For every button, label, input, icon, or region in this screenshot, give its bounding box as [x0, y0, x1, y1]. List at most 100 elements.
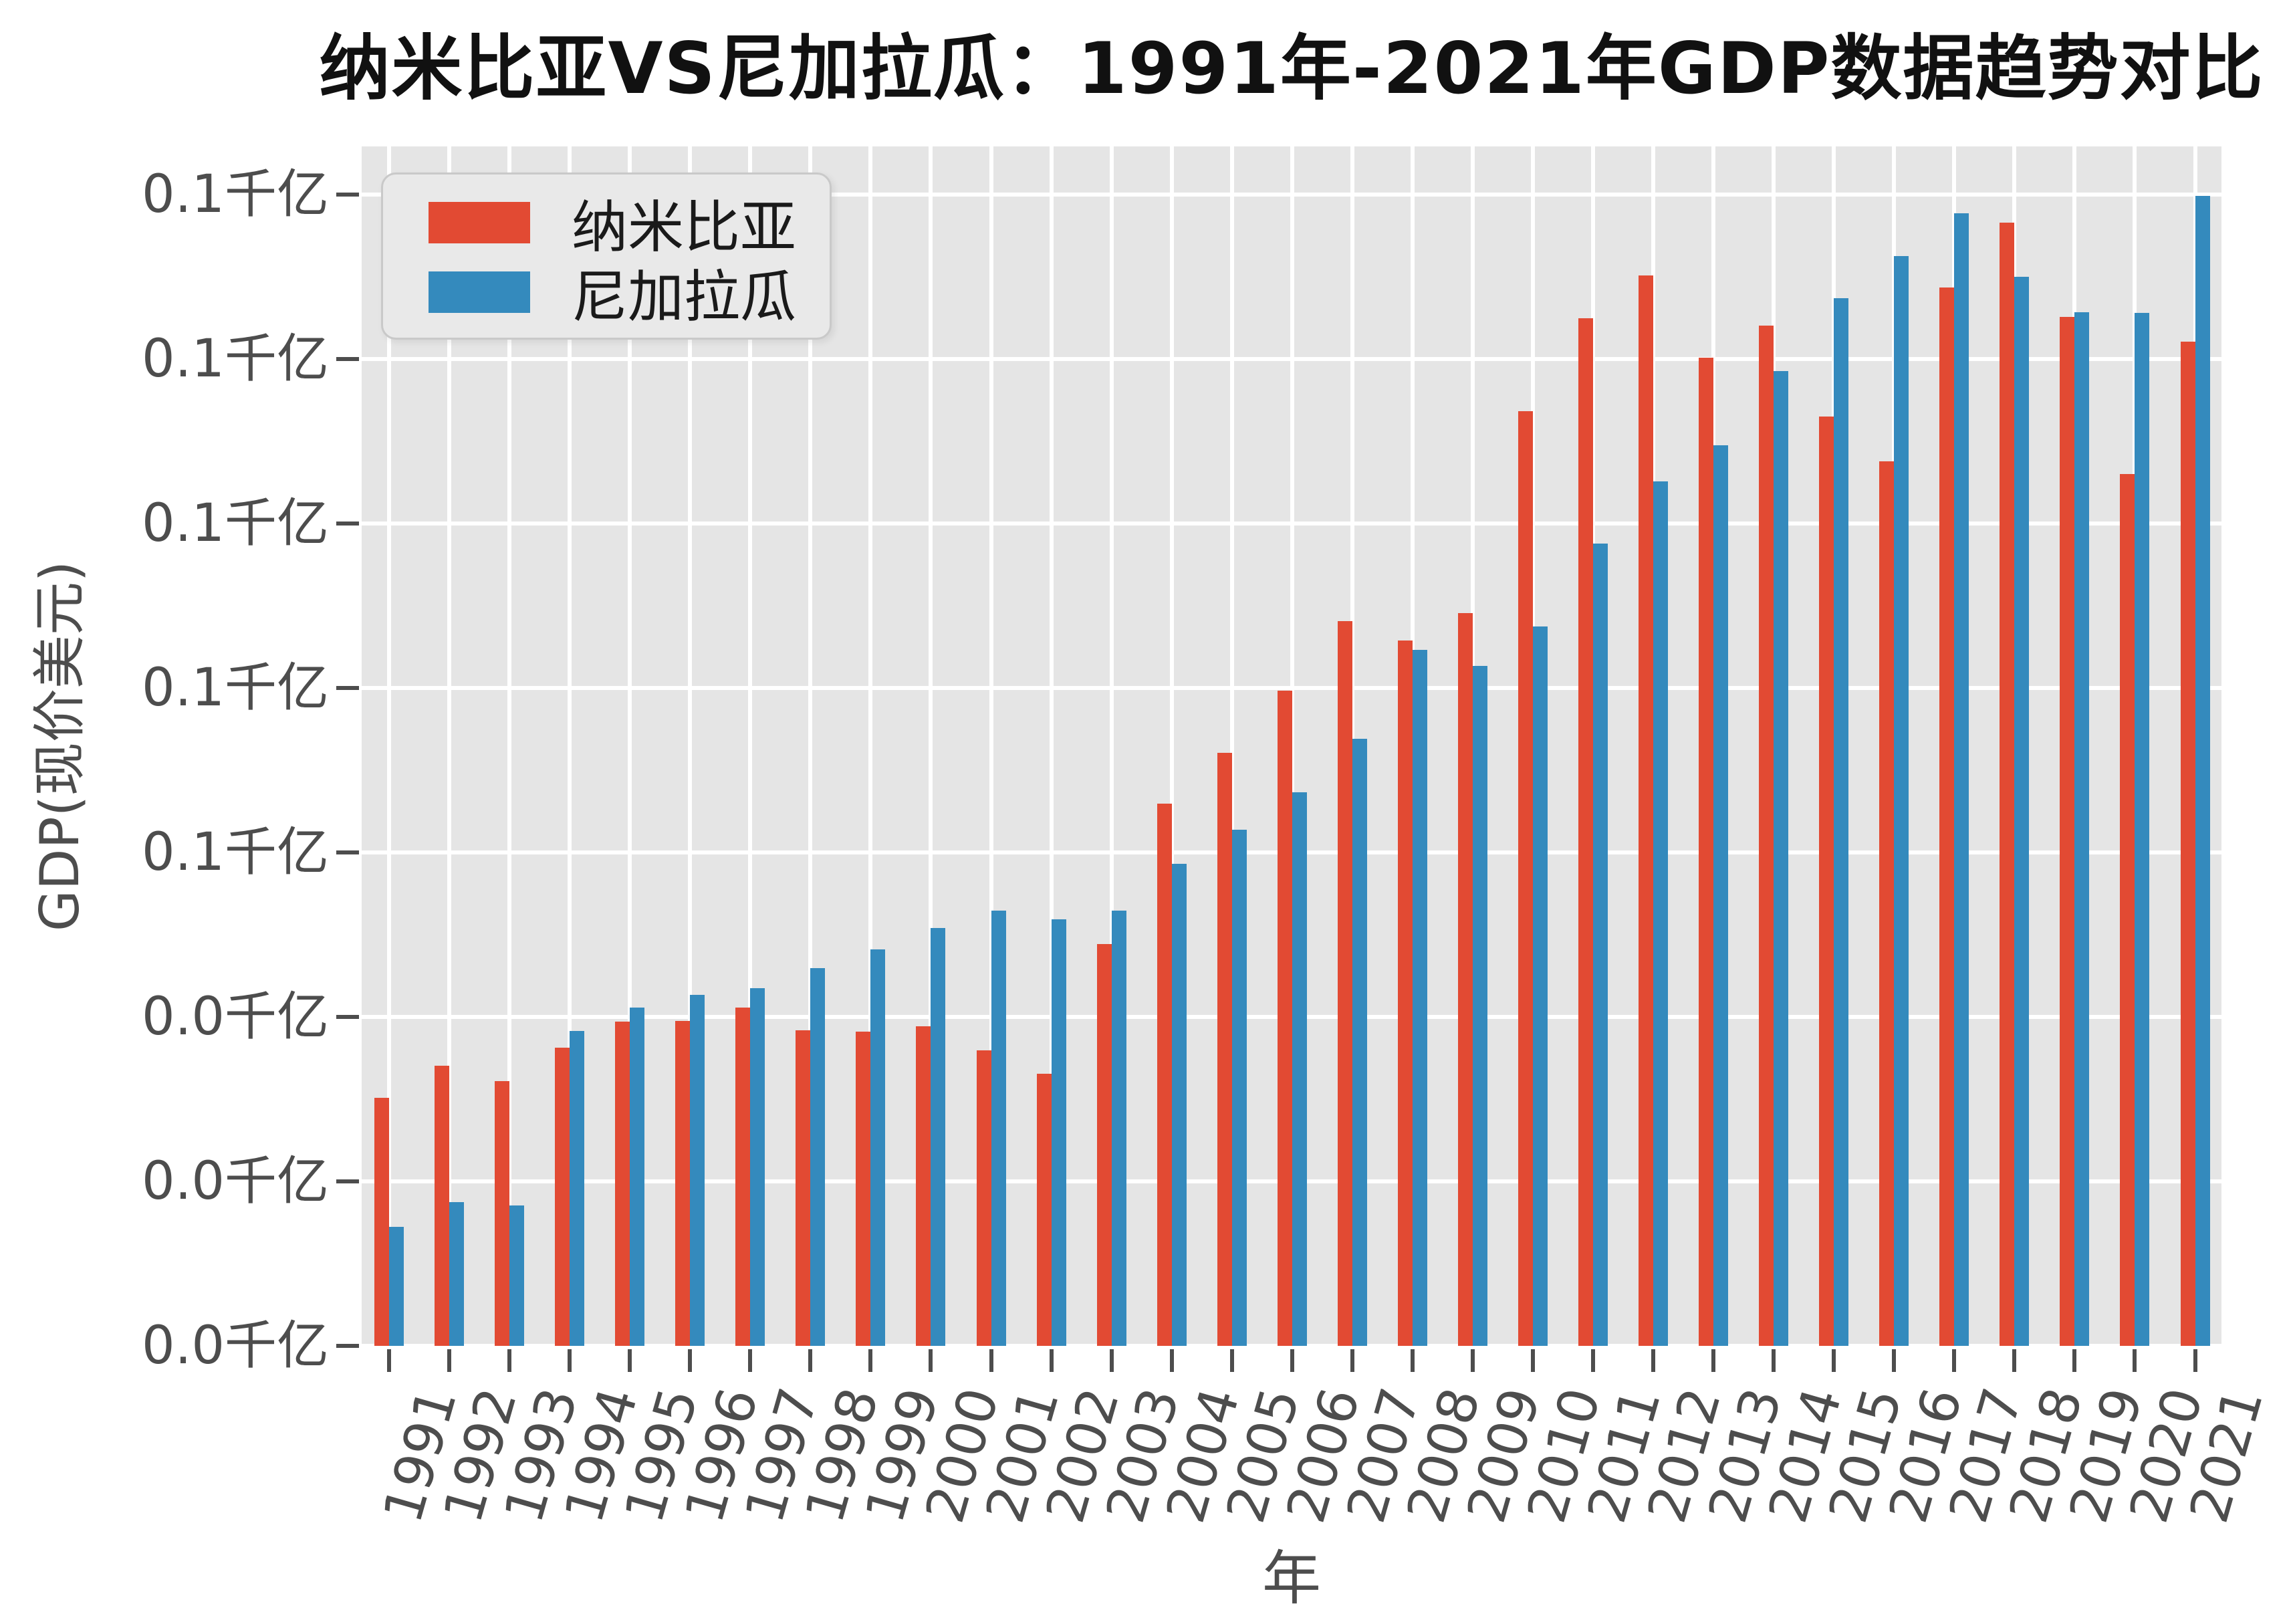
y-tick-label: 0.0千亿 — [141, 1316, 329, 1376]
x-gridline — [1169, 146, 1174, 1346]
y-tick-mark — [336, 1179, 359, 1183]
x-gridline — [688, 146, 693, 1346]
bar-namibia-2014 — [1759, 325, 1774, 1346]
bar-nicaragua-2000 — [931, 928, 946, 1346]
x-gridline — [989, 146, 993, 1346]
bar-namibia-2015 — [1819, 417, 1834, 1346]
bar-namibia-2013 — [1699, 357, 1714, 1346]
x-tick-mark — [2072, 1349, 2077, 1372]
bar-nicaragua-2016 — [1894, 256, 1909, 1346]
x-gridline — [868, 146, 873, 1346]
x-gridline — [447, 146, 452, 1346]
x-gridline — [387, 146, 391, 1346]
x-tick-mark — [1410, 1349, 1415, 1372]
x-gridline — [808, 146, 813, 1346]
bar-nicaragua-2020 — [2135, 313, 2150, 1346]
x-tick-mark — [2012, 1349, 2017, 1372]
y-tick-mark — [336, 357, 359, 361]
bar-namibia-2008 — [1397, 640, 1413, 1346]
bar-namibia-1998 — [796, 1030, 811, 1346]
bar-namibia-2012 — [1639, 275, 1654, 1346]
x-tick-mark — [2133, 1349, 2137, 1372]
bar-namibia-2006 — [1277, 690, 1292, 1346]
bar-namibia-2009 — [1457, 613, 1473, 1346]
bar-nicaragua-2005 — [1231, 829, 1247, 1346]
bar-nicaragua-2018 — [2014, 277, 2030, 1346]
bar-nicaragua-2021 — [2195, 196, 2210, 1346]
y-tick-label: 0.1千亿 — [141, 329, 329, 389]
bar-nicaragua-2013 — [1713, 445, 1729, 1346]
x-tick-mark — [989, 1349, 993, 1372]
bar-nicaragua-2019 — [2074, 312, 2090, 1346]
x-tick-mark — [1470, 1349, 1475, 1372]
x-tick-mark — [387, 1349, 391, 1372]
bar-nicaragua-2012 — [1653, 481, 1669, 1346]
x-tick-label: 2021 — [1961, 1381, 2275, 1529]
bar-namibia-2019 — [2060, 317, 2075, 1346]
x-tick-mark — [1952, 1349, 1957, 1372]
bar-namibia-1997 — [735, 1008, 751, 1346]
bar-namibia-1993 — [495, 1080, 510, 1346]
x-tick-mark — [1711, 1349, 1716, 1372]
bar-nicaragua-2010 — [1532, 626, 1548, 1346]
x-gridline — [1109, 146, 1114, 1346]
y-tick-mark — [336, 850, 359, 854]
y-axis-title: GDP(现价美元) — [29, 560, 91, 932]
x-gridline — [507, 146, 512, 1346]
y-tick-mark — [336, 1344, 359, 1348]
bar-nicaragua-1991 — [389, 1226, 404, 1346]
x-tick-mark — [1591, 1349, 1595, 1372]
bar-nicaragua-2001 — [991, 911, 1006, 1346]
bar-nicaragua-1999 — [870, 949, 886, 1346]
bar-nicaragua-2009 — [1472, 665, 1487, 1346]
x-tick-mark — [1530, 1349, 1535, 1372]
x-tick-mark — [1350, 1349, 1354, 1372]
y-gridline — [362, 1344, 2221, 1348]
y-tick-label: 0.0千亿 — [141, 987, 329, 1047]
bar-nicaragua-2017 — [1954, 213, 1969, 1346]
x-gridline — [628, 146, 632, 1346]
bar-namibia-2005 — [1217, 753, 1232, 1346]
y-tick-label: 0.1千亿 — [141, 164, 329, 225]
bar-namibia-2003 — [1096, 943, 1112, 1346]
x-axis-title: 年 — [1261, 1544, 1321, 1613]
bar-namibia-1996 — [675, 1021, 691, 1346]
y-tick-label: 0.1千亿 — [141, 822, 329, 883]
x-tick-mark — [929, 1349, 933, 1372]
x-tick-mark — [1109, 1349, 1114, 1372]
bar-namibia-2016 — [1879, 461, 1895, 1346]
x-tick-mark — [1651, 1349, 1656, 1372]
bar-nicaragua-1994 — [570, 1030, 585, 1346]
x-tick-mark — [1290, 1349, 1294, 1372]
bar-nicaragua-2011 — [1593, 543, 1608, 1346]
y-tick-mark — [336, 1015, 359, 1019]
bar-namibia-2000 — [916, 1026, 931, 1346]
y-tick-label: 0.1千亿 — [141, 493, 329, 554]
x-tick-mark — [1229, 1349, 1234, 1372]
x-gridline — [748, 146, 753, 1346]
legend-label-nicaragua: 尼加拉瓜 — [572, 263, 797, 330]
bar-nicaragua-1992 — [449, 1201, 465, 1346]
x-tick-mark — [628, 1349, 632, 1372]
bar-namibia-2010 — [1518, 411, 1533, 1346]
x-gridline — [1290, 146, 1294, 1346]
x-tick-mark — [507, 1349, 512, 1372]
x-tick-mark — [1892, 1349, 1897, 1372]
bar-nicaragua-2006 — [1292, 792, 1307, 1346]
bar-namibia-2011 — [1578, 318, 1593, 1346]
bar-nicaragua-2003 — [1111, 911, 1126, 1346]
bar-namibia-2021 — [2180, 342, 2195, 1346]
bar-nicaragua-2002 — [1051, 919, 1066, 1346]
bar-namibia-2004 — [1157, 804, 1172, 1346]
bar-namibia-1991 — [374, 1097, 389, 1346]
bar-nicaragua-1995 — [630, 1008, 645, 1346]
x-tick-mark — [1049, 1349, 1054, 1372]
bar-nicaragua-2008 — [1412, 650, 1427, 1346]
y-tick-label: 0.0千亿 — [141, 1151, 329, 1211]
x-tick-mark — [1169, 1349, 1174, 1372]
chart-title: 纳米比亚VS尼加拉瓜：1991年-2021年GDP数据趋势对比 — [319, 27, 2264, 110]
y-tick-mark — [336, 193, 359, 197]
bar-nicaragua-1993 — [509, 1205, 525, 1346]
bar-nicaragua-1996 — [690, 994, 705, 1346]
bar-namibia-2001 — [976, 1050, 991, 1346]
